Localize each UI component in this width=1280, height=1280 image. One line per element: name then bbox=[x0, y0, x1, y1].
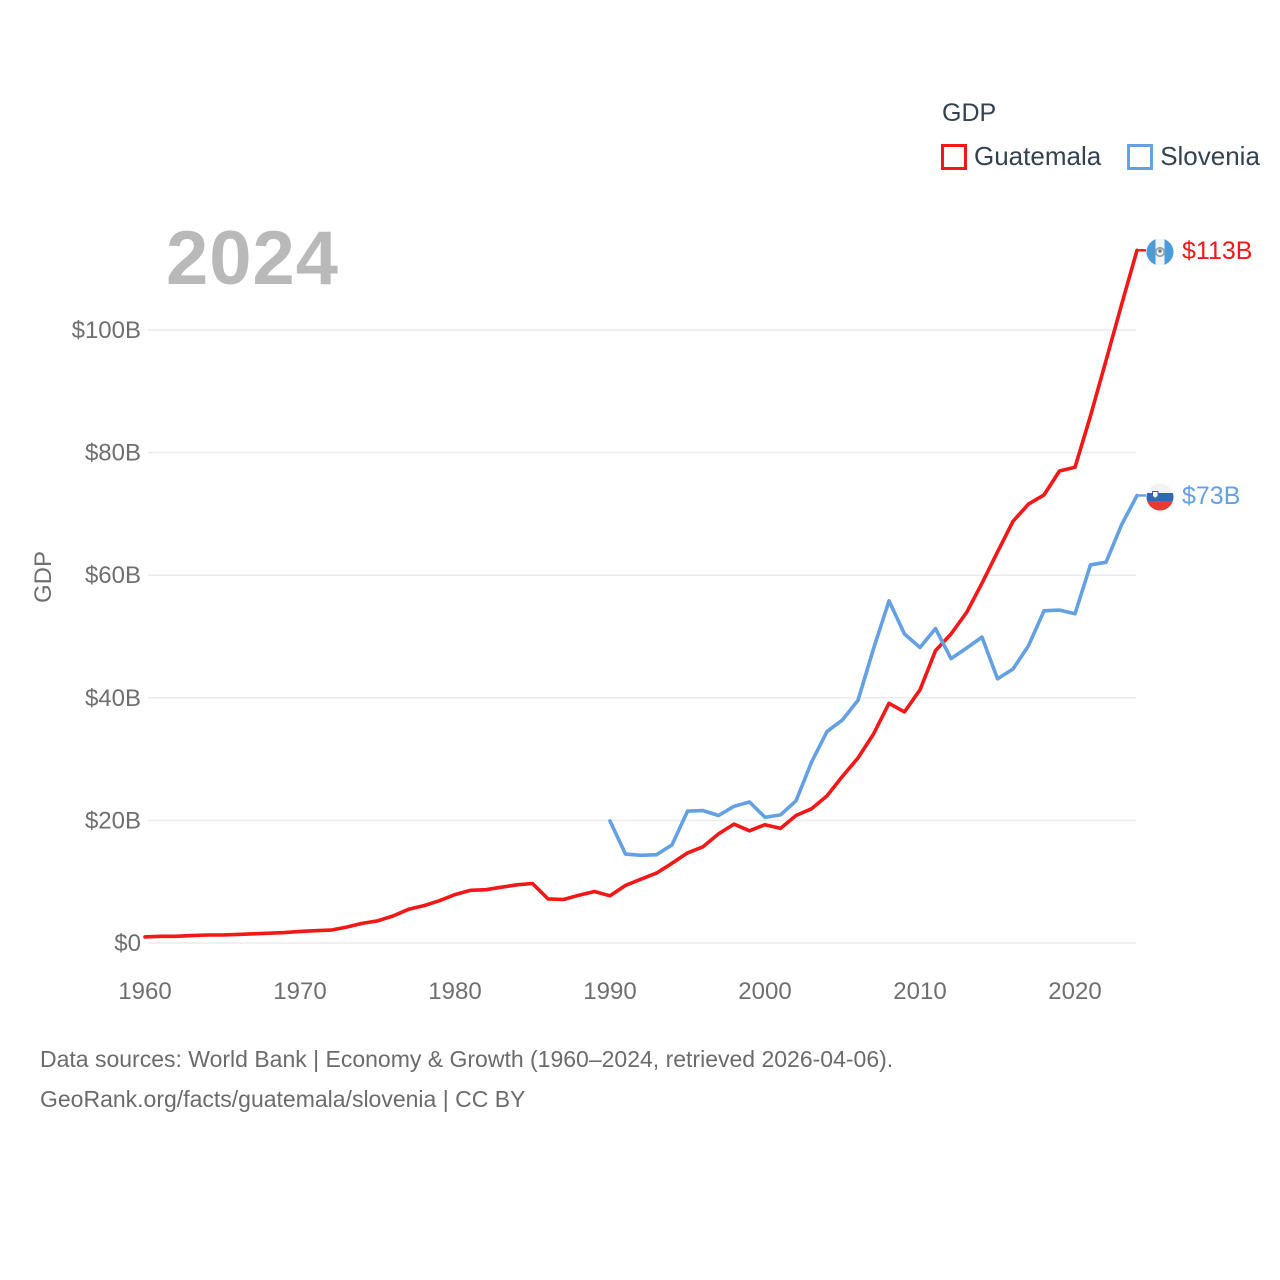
x-tick-label: 1960 bbox=[118, 978, 171, 1005]
footer-attribution-link: GeoRank.org/facts/guatemala/slovenia | C… bbox=[40, 1086, 526, 1112]
x-tick-label: 1970 bbox=[273, 978, 326, 1005]
footer-data-sources: Data sources: World Bank | Economy & Gro… bbox=[40, 1046, 894, 1072]
x-tick-label: 2010 bbox=[893, 978, 946, 1005]
x-tick-label: 2000 bbox=[738, 978, 791, 1005]
y-tick-label: $60B bbox=[85, 562, 141, 589]
y-tick-label: $40B bbox=[85, 685, 141, 712]
y-tick-label: $0 bbox=[114, 930, 141, 957]
x-tick-label: 2020 bbox=[1048, 978, 1101, 1005]
slovenia-end-value: $73B bbox=[1182, 482, 1241, 510]
guatemala-end-label: $113B bbox=[1146, 237, 1252, 266]
y-tick-label: $80B bbox=[85, 440, 141, 467]
guatemala-end-value: $113B bbox=[1182, 237, 1253, 265]
series-line-guatemala bbox=[143, 248, 1139, 939]
legend: Guatemala Slovenia bbox=[941, 141, 1260, 172]
slovenia-flag-icon bbox=[1146, 483, 1174, 510]
y-tick-label: $20B bbox=[85, 807, 141, 834]
year-watermark: 2024 bbox=[166, 216, 340, 301]
guatemala-swatch bbox=[941, 143, 967, 170]
y-tick-label: $100B bbox=[72, 317, 141, 344]
y-axis-title: GDP bbox=[30, 550, 57, 604]
slovenia-end-label: $73B bbox=[1146, 482, 1240, 511]
series-line-slovenia bbox=[608, 493, 1139, 858]
legend-label-slovenia: Slovenia bbox=[1160, 141, 1260, 171]
guatemala-flag-icon bbox=[1146, 238, 1174, 265]
legend-label-guatemala: Guatemala bbox=[974, 141, 1102, 171]
x-tick-label: 1980 bbox=[428, 978, 481, 1005]
slovenia-swatch bbox=[1127, 143, 1154, 170]
legend-title: GDP bbox=[942, 99, 997, 127]
legend-item-slovenia[interactable]: Slovenia bbox=[1127, 141, 1260, 172]
legend-item-guatemala[interactable]: Guatemala bbox=[941, 141, 1101, 172]
x-tick-label: 1990 bbox=[583, 978, 636, 1005]
